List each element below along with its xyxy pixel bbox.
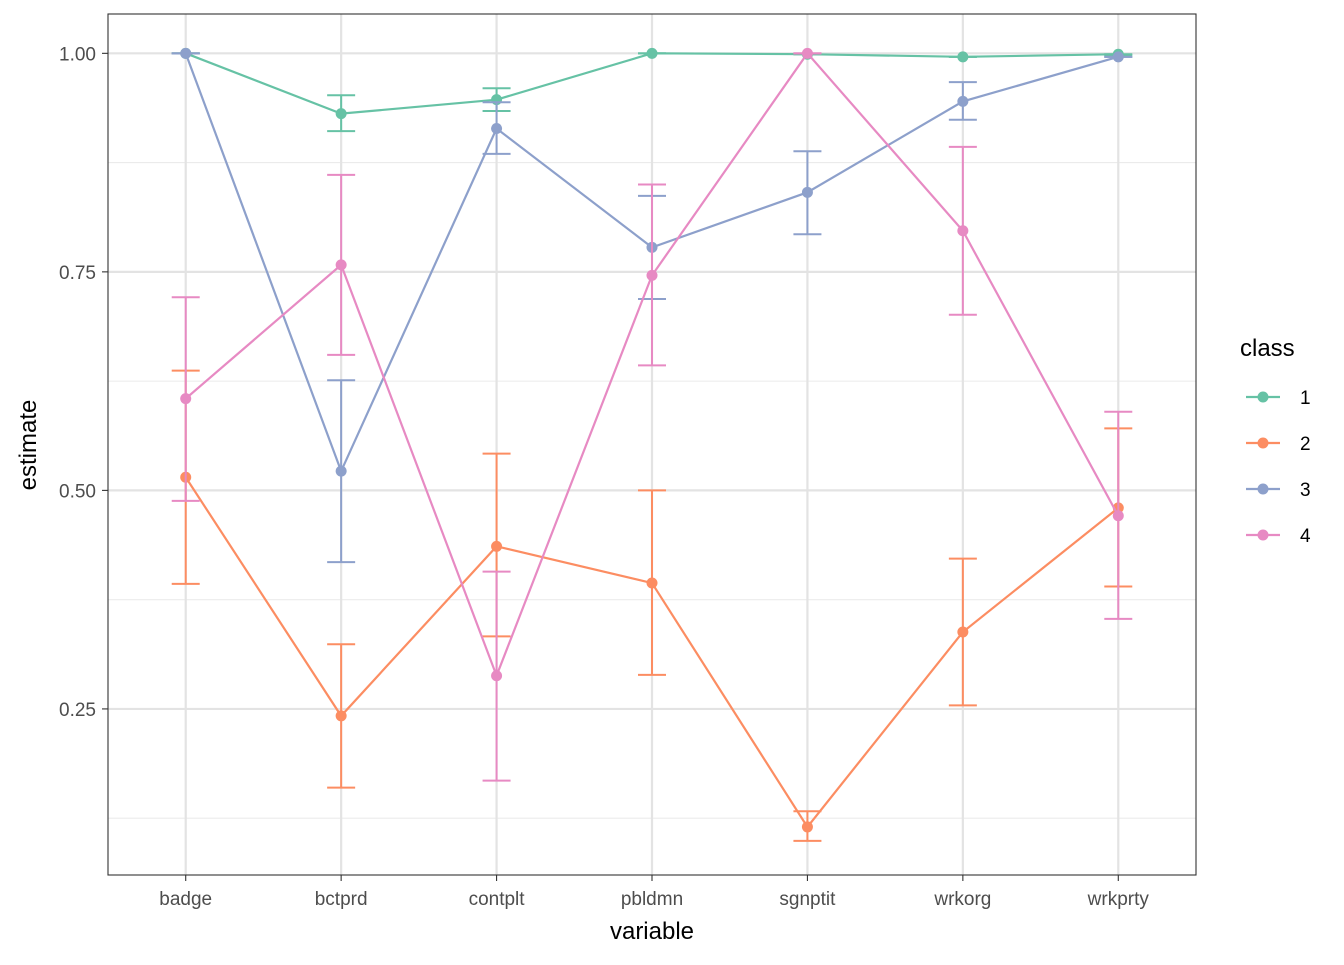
y-tick-label: 0.75 — [59, 263, 96, 284]
legend-key-point — [1257, 391, 1269, 403]
data-point — [801, 47, 813, 59]
data-point — [646, 577, 658, 589]
x-tick-label: badge — [159, 889, 212, 910]
data-point — [491, 670, 503, 682]
legend-key-point — [1257, 437, 1269, 449]
legend-label: 3 — [1300, 480, 1311, 501]
x-tick-label: bctprd — [315, 889, 368, 910]
data-point — [491, 123, 503, 135]
y-axis-title: estimate — [15, 400, 42, 491]
legend-item-4: 4 — [1246, 526, 1311, 547]
x-axis: badge bctprd contplt pbldmn sgnptit wrkorg wrk… — [159, 875, 1149, 910]
data-point — [335, 465, 347, 477]
data-point — [1112, 51, 1124, 63]
data-point — [646, 47, 658, 59]
series-4 — [171, 47, 1133, 782]
data-point — [957, 225, 969, 237]
legend-item-1: 1 — [1246, 388, 1311, 409]
y-axis: 0.25 0.50 0.75 1.00 — [59, 44, 108, 721]
data-point — [491, 540, 503, 552]
legend-item-2: 2 — [1246, 434, 1311, 455]
legend-key-point — [1257, 529, 1269, 541]
data-point — [335, 108, 347, 120]
data-point — [335, 710, 347, 722]
y-tick-label: 1.00 — [59, 44, 96, 65]
x-tick-label: pbldmn — [621, 889, 683, 910]
y-tick-label: 0.25 — [59, 700, 96, 721]
y-tick-label: 0.50 — [59, 481, 96, 502]
legend-key-point — [1257, 483, 1269, 495]
x-tick-label: wrkorg — [933, 889, 991, 910]
legend-title: class — [1240, 335, 1295, 362]
data-point — [957, 626, 969, 638]
x-axis-title: variable — [610, 918, 694, 945]
legend-label: 4 — [1300, 526, 1311, 547]
legend-item-3: 3 — [1246, 480, 1311, 501]
x-tick-label: wrkprty — [1087, 889, 1150, 910]
data-point — [1112, 510, 1124, 522]
data-point — [180, 47, 192, 59]
data-point — [957, 51, 969, 63]
legend-label: 2 — [1300, 434, 1311, 455]
x-tick-label: contplt — [469, 889, 526, 910]
data-point — [335, 259, 347, 271]
data-point — [801, 186, 813, 198]
data-point — [801, 821, 813, 833]
x-tick-label: sgnptit — [779, 889, 836, 910]
data-point — [646, 269, 658, 281]
legend-label: 1 — [1300, 388, 1311, 409]
series-layer — [171, 47, 1133, 842]
legend: class 1 2 3 4 — [1240, 335, 1311, 547]
data-point — [180, 393, 192, 405]
data-point — [957, 95, 969, 107]
